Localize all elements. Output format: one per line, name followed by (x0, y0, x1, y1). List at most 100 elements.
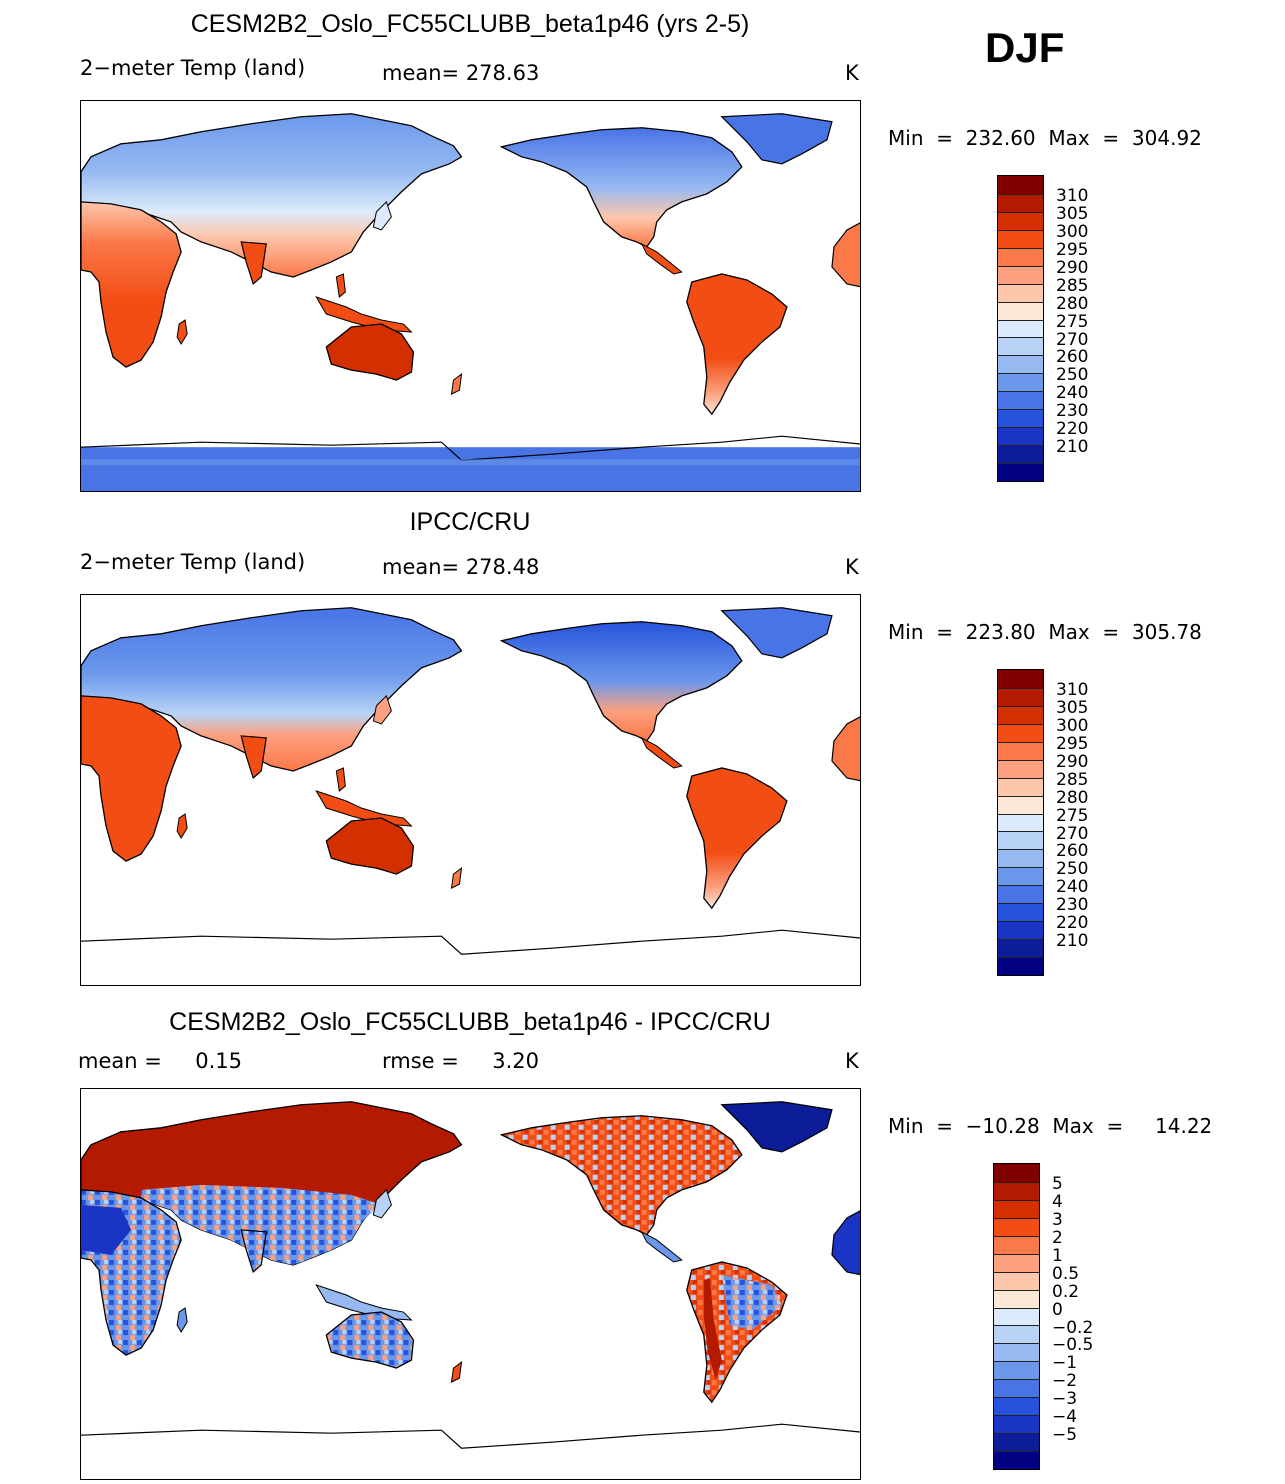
colorbar-1-segment (998, 355, 1043, 374)
panel-3-antarctica-coast (81, 1423, 860, 1449)
colorbar-3-tick-label: 5 (1052, 1174, 1063, 1194)
colorbar-2-segment (998, 777, 1043, 796)
colorbar-3-tick-label: 0.5 (1052, 1263, 1080, 1284)
colorbar-2-segment (998, 741, 1043, 760)
panel-3-map (80, 1088, 861, 1480)
panel-3-colorbar (993, 1163, 1040, 1470)
colorbar-3-tick-label: 3 (1052, 1209, 1063, 1230)
colorbar-2-segment (998, 670, 1043, 688)
colorbar-1-tick-label: 260 (1056, 347, 1089, 368)
colorbar-3-segment (994, 1307, 1039, 1326)
colorbar-2-segment (998, 705, 1043, 724)
colorbar-2-tick-label: 230 (1056, 895, 1089, 916)
colorbar-1-segment (998, 211, 1043, 230)
colorbar-2-tick-label: 310 (1056, 680, 1089, 700)
colorbar-3-tick-label: 1 (1052, 1245, 1063, 1266)
colorbar-1-segment (998, 409, 1043, 428)
colorbar-2-segment (998, 813, 1043, 832)
colorbar-1-tick-label: 240 (1056, 383, 1089, 404)
colorbar-3-tick-label: −0.2 (1052, 1317, 1094, 1338)
panel-1-australia (325, 323, 415, 381)
panel-2-australia (325, 817, 415, 875)
colorbar-3-tick-label: −1 (1052, 1353, 1078, 1374)
colorbar-1-tick-label: 220 (1056, 419, 1089, 440)
panel-1-south-america (686, 273, 788, 416)
panel-3-north-america (499, 1115, 743, 1236)
colorbar-3-tick-label: 0 (1052, 1299, 1063, 1320)
panel-1-colorbar (997, 175, 1044, 482)
colorbar-2-segment (998, 957, 1043, 975)
colorbar-3-tick-label: 0.2 (1052, 1281, 1080, 1302)
colorbar-3-tick-label: −3 (1052, 1389, 1078, 1410)
colorbar-3-segment (994, 1199, 1039, 1218)
panel-2-africa (81, 695, 182, 862)
colorbar-3-segment (994, 1235, 1039, 1254)
panel-1-title: CESM2B2_Oslo_FC55CLUBB_beta1p46 (yrs 2-5… (190, 10, 750, 38)
colorbar-3-segment (994, 1343, 1039, 1362)
colorbar-1-segment (998, 193, 1043, 212)
colorbar-2-segment (998, 885, 1043, 904)
panel-1-units: K (845, 61, 859, 85)
panel-1-mean-label: mean= 278.63 (382, 61, 540, 85)
panel-3-minmax: Min = −10.28 Max = 14.22 (888, 1114, 1213, 1138)
colorbar-2-tick-label: 270 (1056, 823, 1089, 844)
colorbar-2-segment (998, 759, 1043, 778)
colorbar-2-tick-label: 295 (1056, 733, 1089, 754)
colorbar-3-segment (994, 1181, 1039, 1200)
colorbar-2-tick-label: 280 (1056, 787, 1089, 808)
panel-1-minmax: Min = 232.60 Max = 304.92 (888, 126, 1202, 150)
panel-2-map (80, 594, 861, 986)
colorbar-3-tick-label: −0.5 (1052, 1335, 1094, 1356)
colorbar-2-tick-label: 210 (1056, 931, 1089, 952)
colorbar-3-tick-label: 4 (1052, 1191, 1063, 1212)
colorbar-1-segment (998, 337, 1043, 356)
panel-2-variable-label: 2−meter Temp (land) (80, 550, 306, 574)
colorbar-2-tick-label: 240 (1056, 877, 1089, 898)
colorbar-1-segment (998, 463, 1043, 481)
colorbar-2-tick-label: 285 (1056, 769, 1089, 790)
colorbar-3-segment (994, 1164, 1039, 1182)
colorbar-2-segment (998, 921, 1043, 940)
panel-3-title: CESM2B2_Oslo_FC55CLUBB_beta1p46 - IPCC/C… (169, 1008, 771, 1036)
panel-1-variable-label: 2−meter Temp (land) (80, 56, 306, 80)
colorbar-3-segment (994, 1361, 1039, 1380)
colorbar-1-tick-label: 210 (1056, 437, 1089, 458)
colorbar-2-segment (998, 723, 1043, 742)
colorbar-1-tick-label: 305 (1056, 203, 1089, 224)
colorbar-3-segment (994, 1325, 1039, 1344)
colorbar-1-tick-label: 275 (1056, 311, 1089, 332)
season-label: DJF (985, 24, 1065, 71)
colorbar-2-segment (998, 867, 1043, 886)
colorbar-2-tick-label: 305 (1056, 697, 1089, 718)
colorbar-1-segment (998, 445, 1043, 463)
panel-1-eurasia (81, 113, 463, 278)
colorbar-3-segment (994, 1415, 1039, 1434)
panel-2-eurasia (81, 607, 463, 772)
colorbar-1-tick-label: 295 (1056, 239, 1089, 260)
colorbar-3-segment (994, 1271, 1039, 1290)
panel-2-title: IPCC/CRU (409, 508, 531, 536)
panel-1-antarctica (81, 447, 860, 491)
colorbar-1-segment (998, 247, 1043, 266)
panel-2-mean-label: mean= 278.48 (382, 555, 540, 579)
colorbar-3-segment (994, 1451, 1039, 1469)
colorbar-1-segment (998, 301, 1043, 320)
colorbar-1-tick-label: 300 (1056, 221, 1089, 242)
colorbar-2-tick-label: 250 (1056, 859, 1089, 880)
colorbar-1-segment (998, 391, 1043, 410)
colorbar-2-segment (998, 939, 1043, 957)
panel-3-units: K (845, 1049, 859, 1073)
colorbar-3-tick-label: −4 (1052, 1407, 1078, 1428)
colorbar-2-segment (998, 831, 1043, 850)
colorbar-1-tick-label: 270 (1056, 329, 1089, 350)
colorbar-1-tick-label: 310 (1056, 186, 1089, 206)
colorbar-1-segment (998, 176, 1043, 194)
colorbar-3-tick-label: −5 (1052, 1425, 1078, 1446)
colorbar-1-segment (998, 373, 1043, 392)
panel-2-minmax: Min = 223.80 Max = 305.78 (888, 620, 1202, 644)
colorbar-2-tick-label: 300 (1056, 715, 1089, 736)
panel-2-antarctica-coast (81, 929, 860, 955)
colorbar-1-segment (998, 427, 1043, 446)
panel-3-eurasia (81, 1101, 463, 1266)
colorbar-1-tick-label: 290 (1056, 257, 1089, 278)
